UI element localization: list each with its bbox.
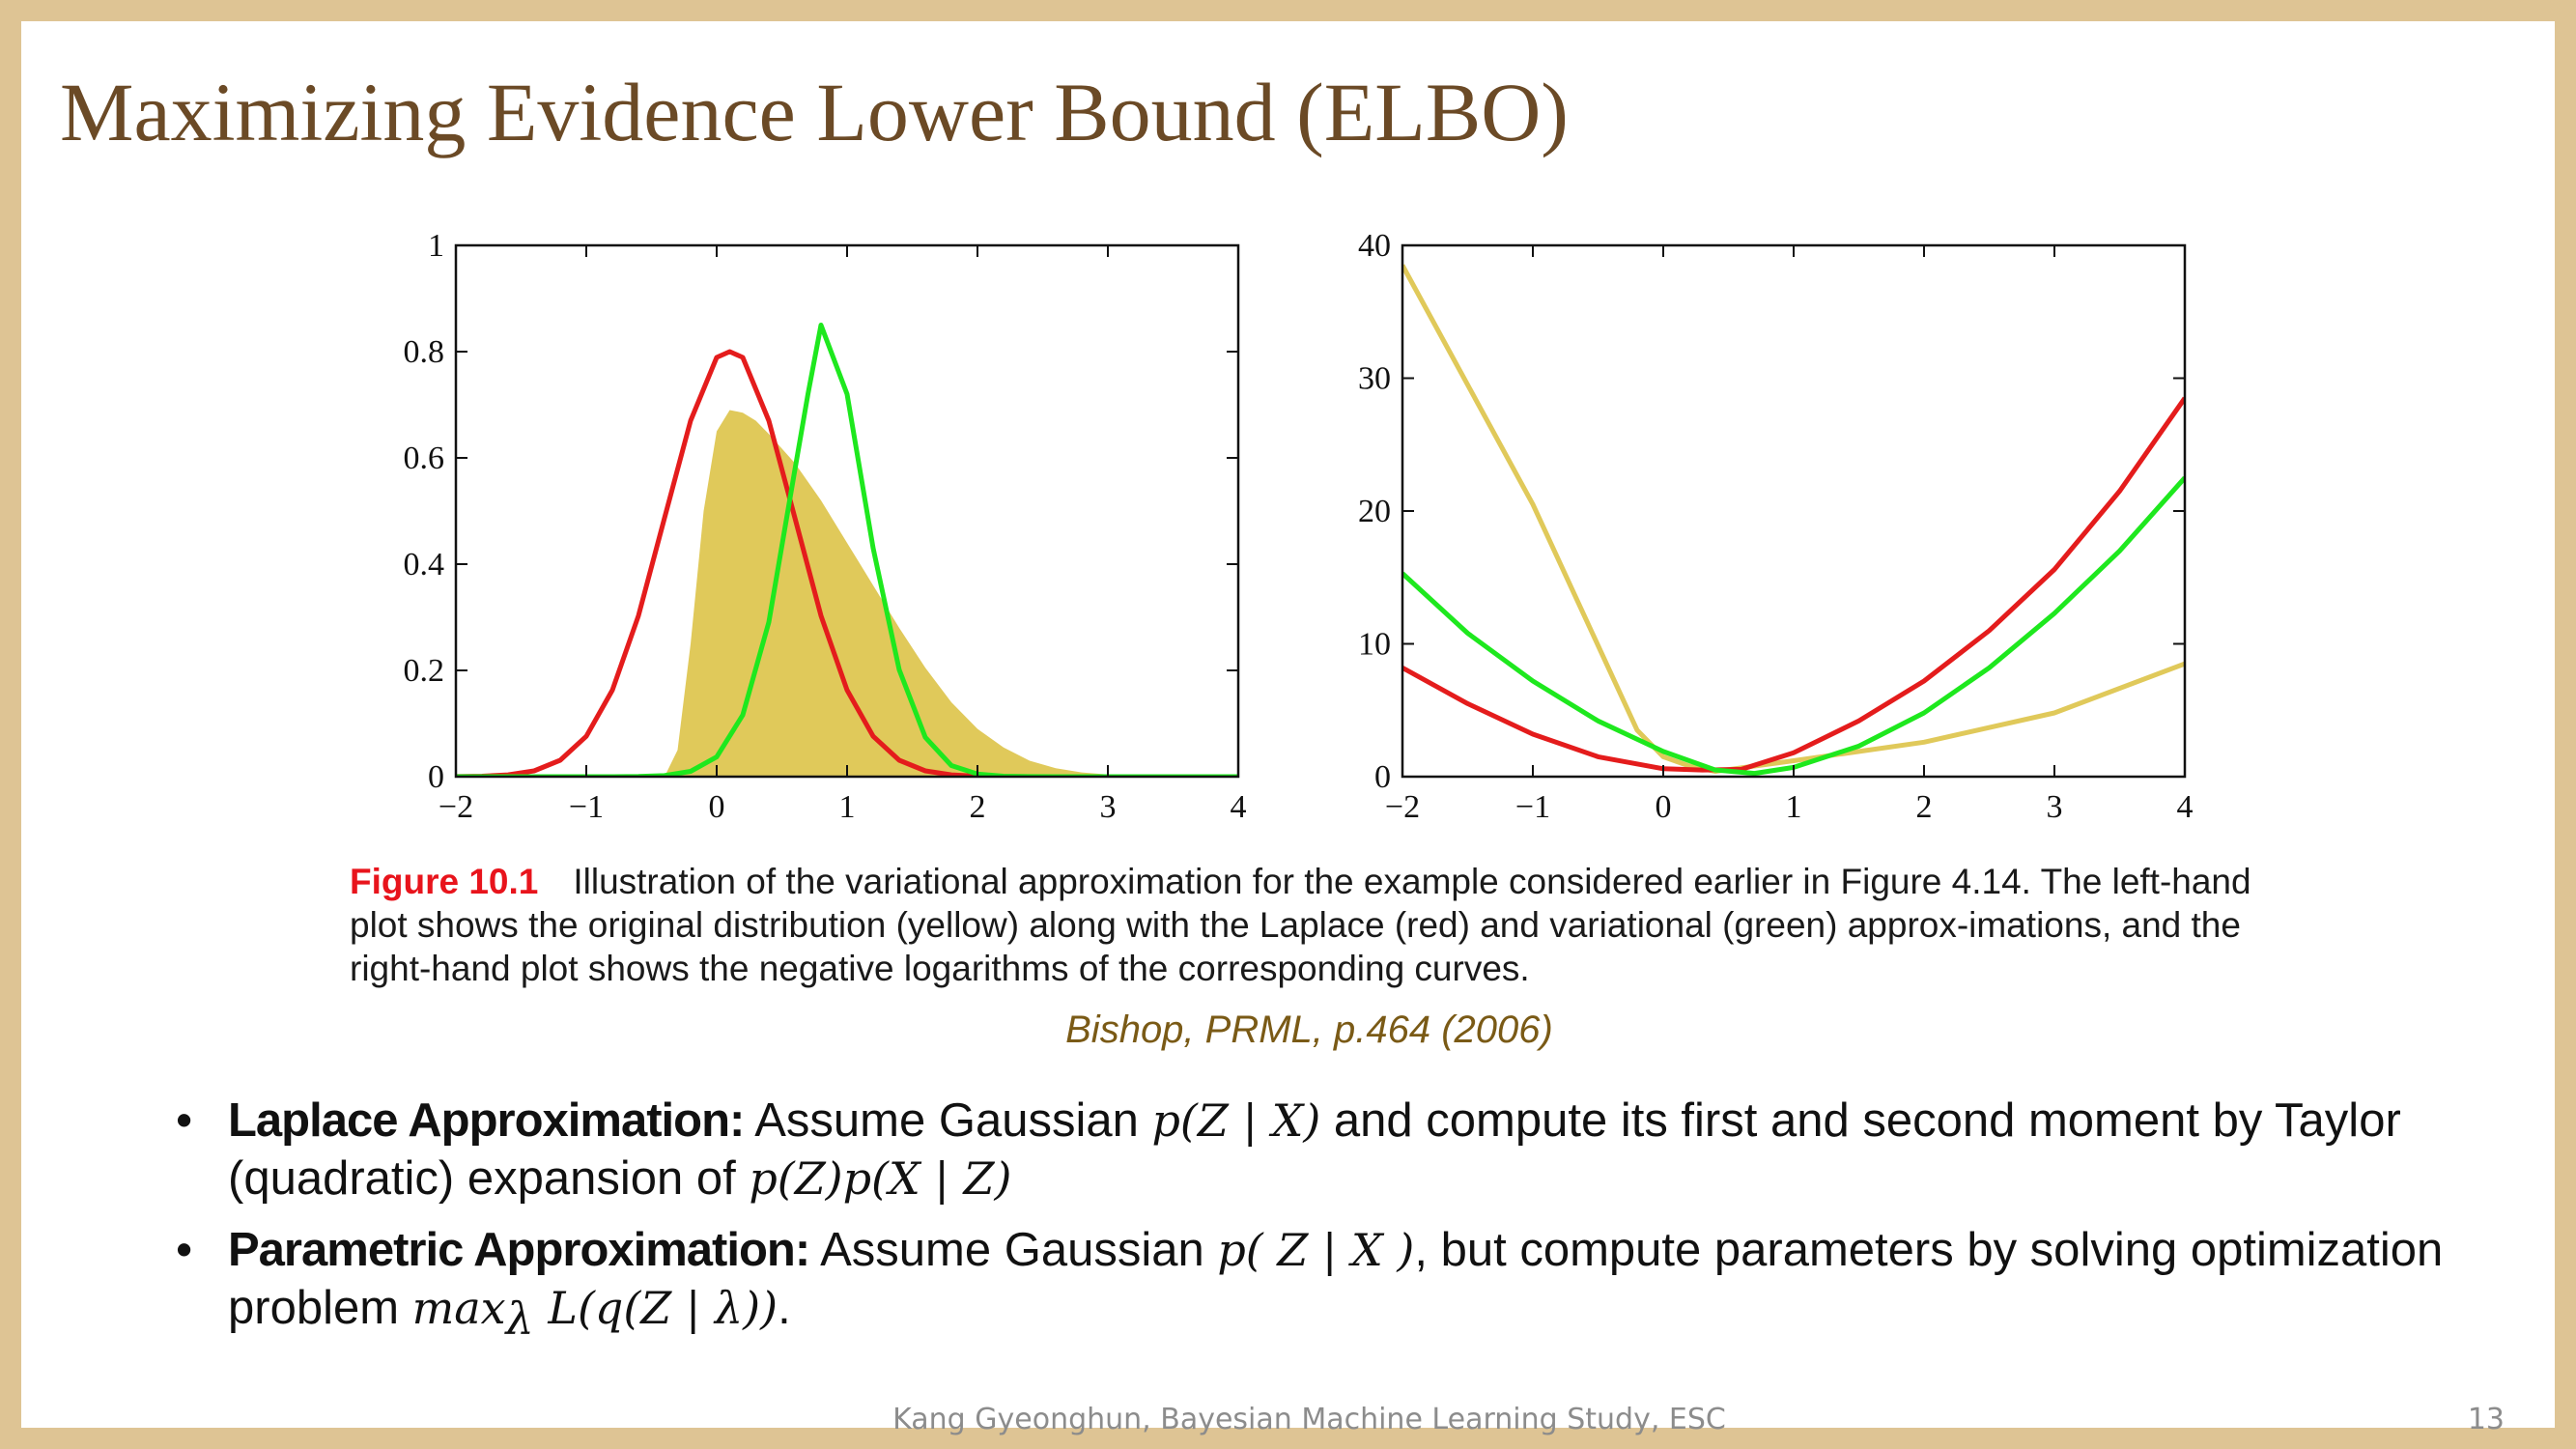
x-tick-label: −2 [1385, 789, 1420, 825]
y-tick-label: 0 [1374, 759, 1391, 795]
y-tick-label: 1 [428, 228, 444, 264]
bullet-math: p(Z)p(X | Z) [749, 1152, 1012, 1205]
slide-title: Maximizing Evidence Lower Bound (ELBO) [60, 66, 1569, 158]
figure-source: Bishop, PRML, p.464 (2006) [1065, 1009, 1553, 1051]
y-tick-label: 0.4 [404, 547, 445, 582]
x-tick-label: 3 [1100, 789, 1117, 825]
y-tick-label: 30 [1358, 361, 1391, 397]
plot-frame [1401, 243, 2187, 779]
y-tick-label: 40 [1358, 228, 1391, 264]
y-tick-label: 0.2 [404, 653, 445, 689]
x-tick-label: −1 [569, 789, 604, 825]
bullet-dot: • [176, 1094, 193, 1147]
left-plot: −2 −1 0 1 2 3 4 0 0.2 0.4 0.6 0.8 1 [404, 228, 1247, 825]
bullet-text: Assume Gaussian [744, 1094, 1152, 1147]
x-tick-label: 3 [2047, 789, 2063, 825]
bullet-text: Assume Gaussian [809, 1224, 1218, 1276]
area-series [456, 410, 1238, 777]
x-tick-label: 2 [970, 789, 986, 825]
x-tick-label: 0 [709, 789, 725, 825]
y-tick-label: 20 [1358, 494, 1391, 529]
y-tick-label: 0.6 [404, 440, 445, 476]
line-series [1402, 475, 2185, 777]
x-tick-label: 4 [2177, 789, 2194, 825]
y-tick-label: 0.8 [404, 334, 445, 370]
bullet-item: • Parametric Approximation: Assume Gaussi… [176, 1221, 2513, 1348]
bullet-dot: • [176, 1224, 193, 1276]
y-tick-label: 0 [428, 759, 444, 795]
plot-area [1402, 264, 2185, 777]
figure-caption-text: Illustration of the variational approxim… [350, 862, 2251, 988]
figure-caption: Figure 10.1 Illustration of the variation… [350, 860, 2301, 990]
bullet-math: max [411, 1282, 506, 1334]
bullet-item: • Laplace Approximation: Assume Gaussian … [176, 1092, 2513, 1208]
line-series [1402, 264, 2185, 774]
bullet-text: . [778, 1282, 791, 1334]
x-tick-label: 0 [1656, 789, 1672, 825]
bullet-math: λ [505, 1292, 534, 1345]
x-tick-label: 1 [839, 789, 856, 825]
x-tick-label: −1 [1515, 789, 1550, 825]
x-tick-label: 4 [1231, 789, 1247, 825]
slide-footer: Kang Gyeonghun, Bayesian Machine Learnin… [892, 1403, 1726, 1436]
bullet-math: p( Z | X ) [1217, 1224, 1415, 1276]
x-tick-label: 2 [1916, 789, 1933, 825]
plot-area [456, 323, 1238, 777]
x-tick-label: −2 [439, 789, 473, 825]
bullet-math: L(q(Z | λ)) [533, 1282, 778, 1334]
bullet-list: • Laplace Approximation: Assume Gaussian … [176, 1092, 2513, 1361]
bullet-math: p(Z | X) [1151, 1094, 1321, 1147]
page-number: 13 [2467, 1403, 2505, 1436]
bullet-term: Parametric Approximation: [228, 1224, 810, 1276]
bullet-text: and compute its first and second moment … [228, 1094, 2401, 1205]
bullet-text: , but compute parameters by solving opti… [228, 1224, 2444, 1334]
bullet-term: Laplace Approximation: [228, 1094, 745, 1147]
y-tick-label: 10 [1358, 627, 1391, 663]
line-series [1402, 396, 2185, 773]
figure-label: Figure 10.1 [350, 862, 539, 901]
x-tick-label: 1 [1786, 789, 1802, 825]
